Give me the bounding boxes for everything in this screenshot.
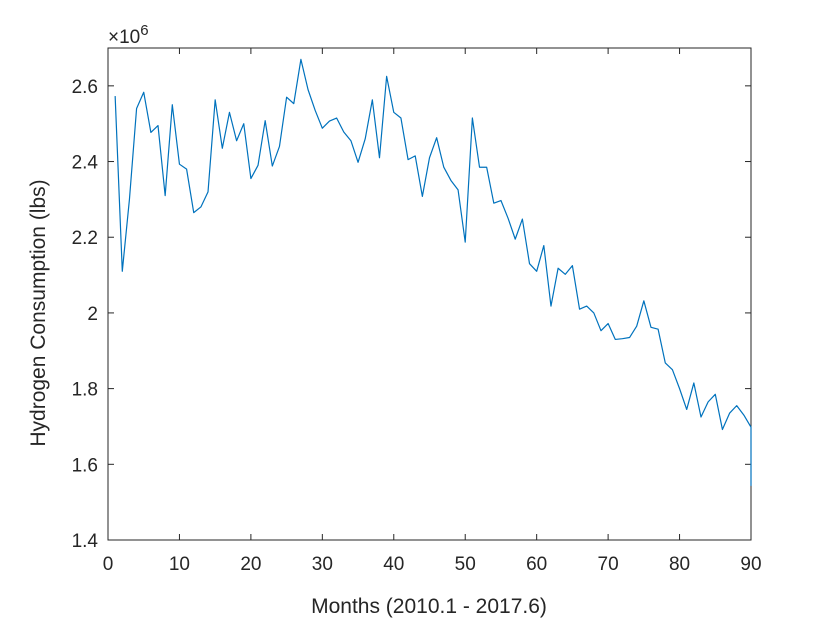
y-axis-multiplier-exponent: 6 — [140, 22, 148, 39]
y-axis: 1.4 1.6 1.8 2 2.2 2.4 2.6 — [72, 77, 751, 552]
x-tick-label: 10 — [169, 554, 190, 575]
x-axis-label: Months (2010.1 - 2017.6) — [311, 595, 547, 618]
plot-area: 0 10 20 30 40 50 60 70 80 90 1.4 1.6 1.8 2 2.2 2.4 2.6 — [72, 47, 762, 575]
y-tick-label: 1.4 — [72, 531, 99, 552]
x-tick-label: 90 — [740, 554, 761, 575]
y-axis-multiplier: ×106 — [108, 22, 149, 48]
x-tick-label: 40 — [383, 554, 404, 575]
x-tick-label: 70 — [598, 554, 619, 575]
y-tick-label: 2.2 — [72, 228, 98, 249]
x-tick-label: 80 — [669, 554, 690, 575]
y-tick-label: 2.6 — [72, 77, 98, 98]
plot-frame — [107, 47, 752, 541]
y-tick-label: 1.6 — [72, 455, 98, 476]
x-tick-label: 0 — [103, 554, 114, 575]
x-tick-label: 50 — [455, 554, 476, 575]
x-axis: 0 10 20 30 40 50 60 70 80 90 — [103, 48, 762, 575]
y-tick-label: 2 — [87, 304, 98, 325]
y-axis-multiplier-base: ×10 — [108, 27, 140, 48]
x-tick-label: 20 — [240, 554, 261, 575]
x-tick-label: 30 — [312, 554, 333, 575]
y-axis-label: Hydrogen Consumption (lbs) — [27, 179, 50, 446]
series-line — [114, 58, 752, 486]
x-tick-label: 60 — [526, 554, 547, 575]
y-tick-label: 1.8 — [72, 380, 98, 401]
y-tick-label: 2.4 — [72, 153, 99, 174]
